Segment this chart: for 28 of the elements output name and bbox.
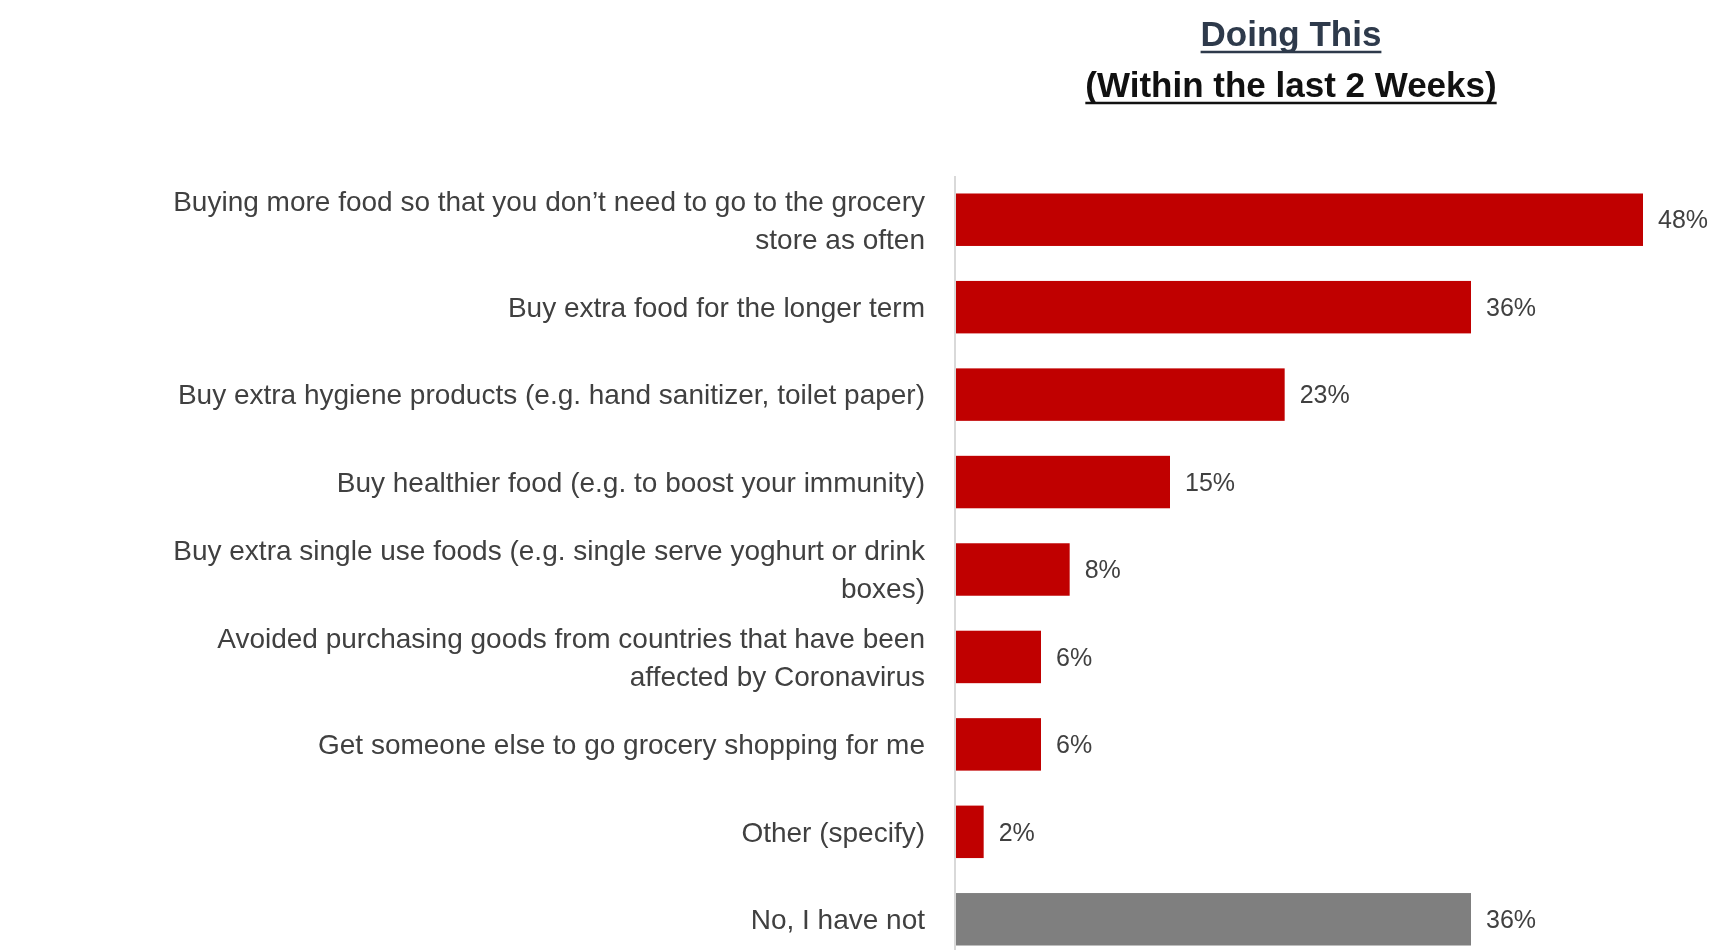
data-label: 36%	[1486, 292, 1537, 321]
bar	[955, 543, 1070, 596]
bar	[955, 718, 1041, 771]
y-tick-label: Buy extra hygiene products (e.g. hand sanitizer, toilet paper)	[177, 379, 925, 411]
data-label: 15%	[1185, 467, 1236, 496]
bar	[955, 280, 1471, 334]
data-label: 6%	[1056, 730, 1093, 759]
bar	[955, 455, 1170, 509]
data-label: 23%	[1299, 380, 1350, 409]
y-tick-label: Other (specify)	[741, 816, 925, 848]
y-tick-label: Buy extra single use foods (e.g. single serve yoghurt or drink boxes)	[173, 535, 926, 605]
data-label: 48%	[1658, 205, 1709, 234]
y-tick-label: Buy extra food for the longer term	[507, 291, 925, 323]
bar	[955, 893, 1471, 946]
chart-title: Doing This (Within the last 2 Weeks)	[1085, 14, 1497, 104]
bar	[955, 193, 1643, 246]
y-tick-label: Buy healthier food (e.g. to boost your immunity)	[336, 466, 925, 498]
y-tick-label: No, I have not	[750, 904, 926, 936]
data-label: 36%	[1486, 905, 1537, 934]
bar	[955, 630, 1041, 684]
data-label: 8%	[1084, 555, 1121, 584]
y-tick-label: Avoided purchasing goods from countries that have been affected by Coronavirus	[217, 622, 925, 692]
data-label: 6%	[1056, 642, 1093, 671]
data-label: 2%	[998, 817, 1035, 846]
bar	[955, 368, 1285, 421]
y-tick-label: Buying more food so that you don’t need to go to the grocery store as often	[173, 185, 925, 255]
y-tick-label: Get someone else to go grocery shopping for me	[317, 729, 925, 761]
bar	[955, 805, 984, 859]
